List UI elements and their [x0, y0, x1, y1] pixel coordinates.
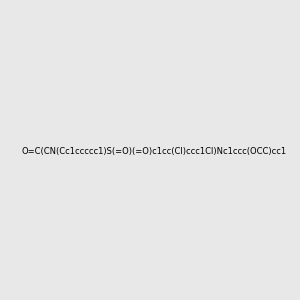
Text: O=C(CN(Cc1ccccc1)S(=O)(=O)c1cc(Cl)ccc1Cl)Nc1ccc(OCC)cc1: O=C(CN(Cc1ccccc1)S(=O)(=O)c1cc(Cl)ccc1Cl… — [21, 147, 286, 156]
